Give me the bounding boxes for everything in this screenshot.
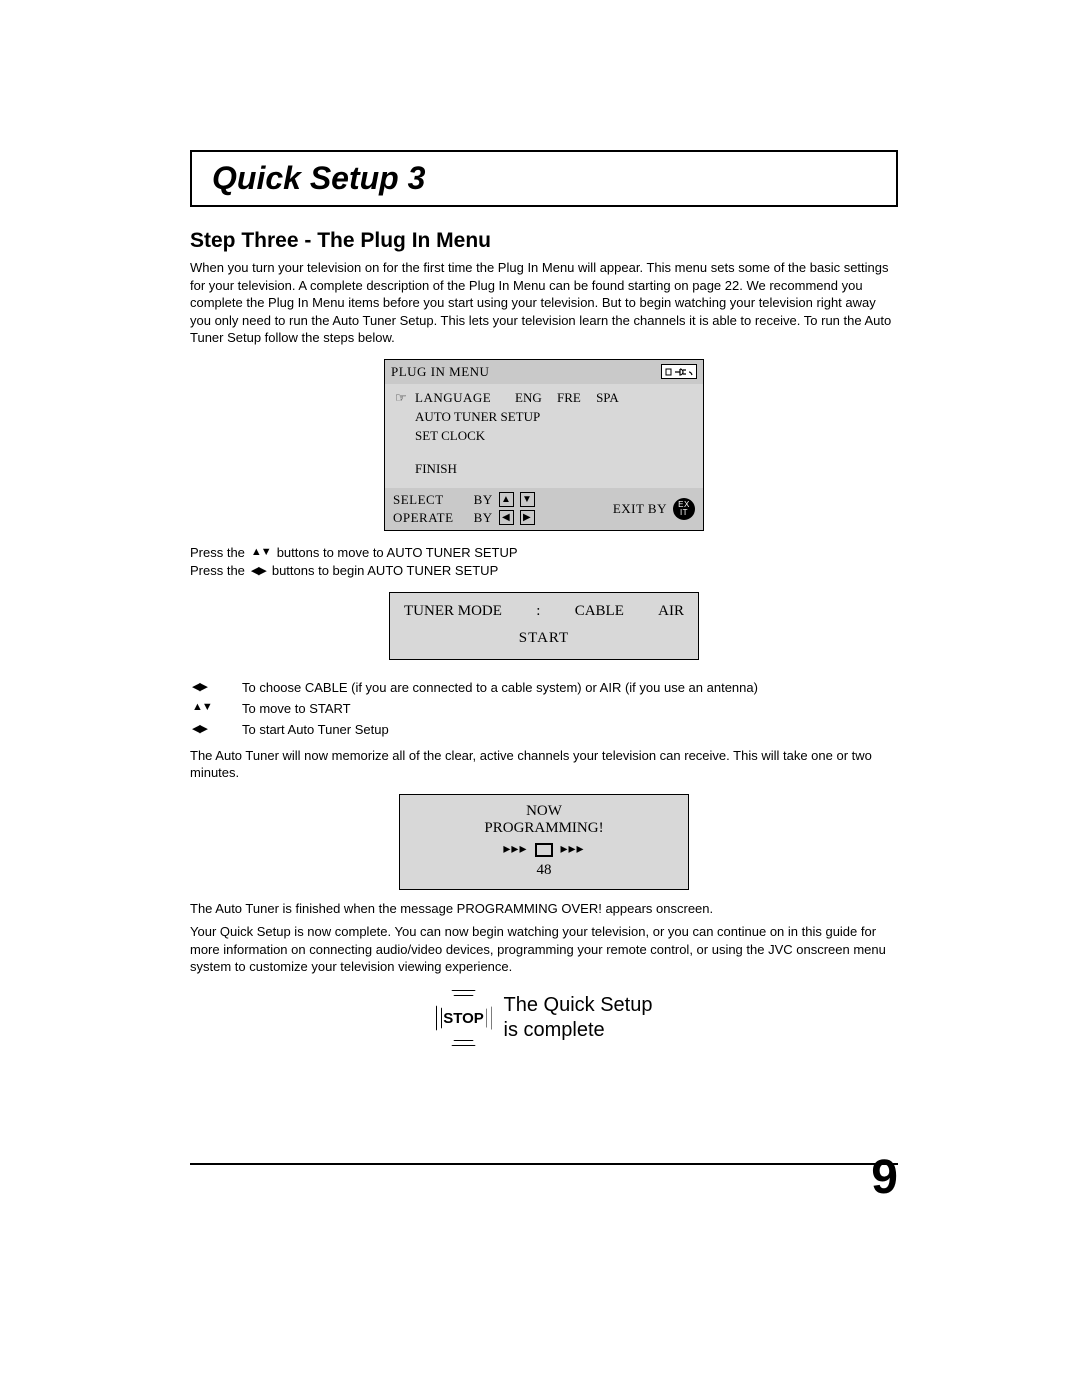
lang-spa: SPA <box>596 390 619 405</box>
lang-fre: FRE <box>557 390 581 405</box>
osd-body: ☞ LANGUAGE ENG FRE SPA AUTO TUNER SETUP … <box>385 384 703 488</box>
right-key-icon: ▶ <box>520 510 535 525</box>
leftright-icon: ◀▶ <box>192 720 240 739</box>
leftright-icon: ◀▶ <box>251 564 266 577</box>
operate-label: OPERATE <box>393 510 454 526</box>
programming-label: PROGRAMMING! <box>410 820 678 837</box>
updown-icon: ▲▼ <box>192 699 240 718</box>
hand-icon: ☞ <box>395 390 411 406</box>
instruction-1: To choose CABLE (if you are connected to… <box>242 678 896 697</box>
exit-icon: EX IT <box>673 498 695 520</box>
intro-text: When you turn your television on for the… <box>190 259 898 347</box>
page-number: 9 <box>871 1150 898 1205</box>
press-line-1: Press the ▲▼ buttons to move to AUTO TUN… <box>190 545 898 560</box>
page-rule <box>190 1163 898 1165</box>
finished-text: The Auto Tuner is finished when the mess… <box>190 900 898 918</box>
page-title: Quick Setup 3 <box>212 160 876 197</box>
up-key-icon: ▲ <box>499 492 514 507</box>
tuner-mode-label: TUNER MODE <box>404 603 502 620</box>
by-label-2: BY <box>474 510 493 526</box>
finish-row: FINISH <box>395 461 693 477</box>
plug-icon <box>661 364 697 379</box>
now-label: NOW <box>410 803 678 820</box>
updown-icon: ▲▼ <box>251 546 271 558</box>
language-options: ENG FRE SPA <box>515 390 631 406</box>
programming-animation: ▸▸▸ ▸▸▸ <box>410 841 678 858</box>
programming-number: 48 <box>410 862 678 879</box>
tuner-air: AIR <box>658 603 684 620</box>
osd-header: PLUG IN MENU <box>385 360 703 384</box>
stop-sign-icon: STOP <box>436 990 492 1046</box>
programming-osd: NOW PROGRAMMING! ▸▸▸ ▸▸▸ 48 <box>399 794 689 890</box>
leftright-icon: ◀▶ <box>192 678 240 697</box>
press-line-2: Press the ◀▶ buttons to begin AUTO TUNER… <box>190 563 898 578</box>
plug-in-menu-osd: PLUG IN MENU ☞ LANGUAGE ENG FRE SPA AUTO… <box>384 359 704 531</box>
instruction-table: ◀▶ To choose CABLE (if you are connected… <box>190 676 898 741</box>
step-heading: Step Three - The Plug In Menu <box>190 229 898 253</box>
tv-icon <box>535 843 553 857</box>
select-label: SELECT <box>393 492 444 508</box>
instruction-2: To move to START <box>242 699 896 718</box>
left-key-icon: ◀ <box>499 510 514 525</box>
tuner-start: START <box>404 630 684 647</box>
tuner-mode-osd: TUNER MODE : CABLE AIR START <box>389 592 699 660</box>
tuner-cable: CABLE <box>575 603 624 620</box>
stop-row: STOP The Quick Setup is complete <box>190 990 898 1046</box>
auto-tuner-row: AUTO TUNER SETUP <box>395 409 693 425</box>
stop-text: The Quick Setup is complete <box>504 993 653 1043</box>
down-key-icon: ▼ <box>520 492 535 507</box>
lang-eng: ENG <box>515 390 542 405</box>
by-label-1: BY <box>474 492 493 508</box>
instruction-3: To start Auto Tuner Setup <box>242 720 896 739</box>
title-box: Quick Setup 3 <box>190 150 898 207</box>
language-label: LANGUAGE <box>415 390 515 406</box>
osd-footer: SELECT BY ▲ ▼ OPERATE BY ◀ ▶ EXIT BY EX <box>385 488 703 530</box>
memorize-text: The Auto Tuner will now memorize all of … <box>190 747 898 782</box>
tuner-colon: : <box>536 603 540 620</box>
complete-text: Your Quick Setup is now complete. You ca… <box>190 923 898 976</box>
osd-header-label: PLUG IN MENU <box>391 364 489 380</box>
exit-by-label: EXIT BY <box>613 501 667 517</box>
set-clock-row: SET CLOCK <box>395 428 693 444</box>
